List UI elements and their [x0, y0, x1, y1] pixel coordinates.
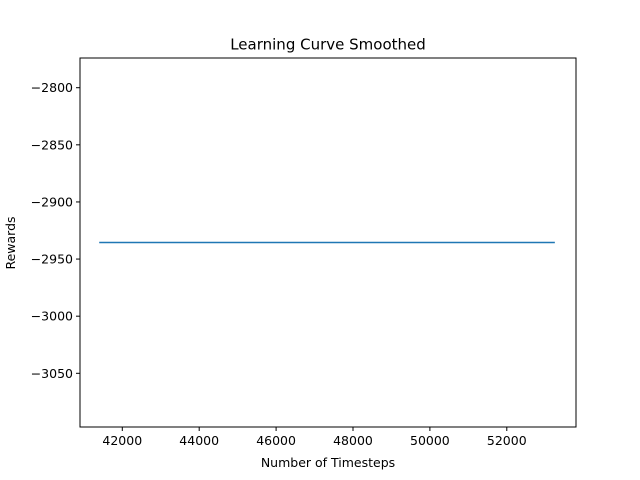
y-axis-label: Rewards	[3, 216, 18, 269]
y-tick-label: −2950	[31, 252, 73, 267]
y-tick-label: −3000	[31, 309, 73, 324]
x-tick-label: 44000	[179, 433, 219, 448]
x-axis-label: Number of Timesteps	[261, 455, 395, 470]
plot-area	[79, 57, 577, 428]
x-tick-label: 48000	[333, 433, 373, 448]
y-axis: −2800 −2850 −2900 −2950 −3000 −3050	[31, 80, 80, 381]
x-tick-label: 52000	[487, 433, 527, 448]
chart-title: Learning Curve Smoothed	[230, 36, 426, 54]
x-tick-label: 42000	[102, 433, 142, 448]
x-tick-label: 50000	[410, 433, 450, 448]
y-tick-label: −3050	[31, 366, 73, 381]
x-tick-label: 46000	[256, 433, 296, 448]
y-tick-label: −2850	[31, 137, 73, 152]
x-axis: 42000 44000 46000 48000 50000 52000	[102, 427, 527, 448]
y-tick-label: −2900	[31, 194, 73, 209]
y-tick-label: −2800	[31, 80, 73, 95]
